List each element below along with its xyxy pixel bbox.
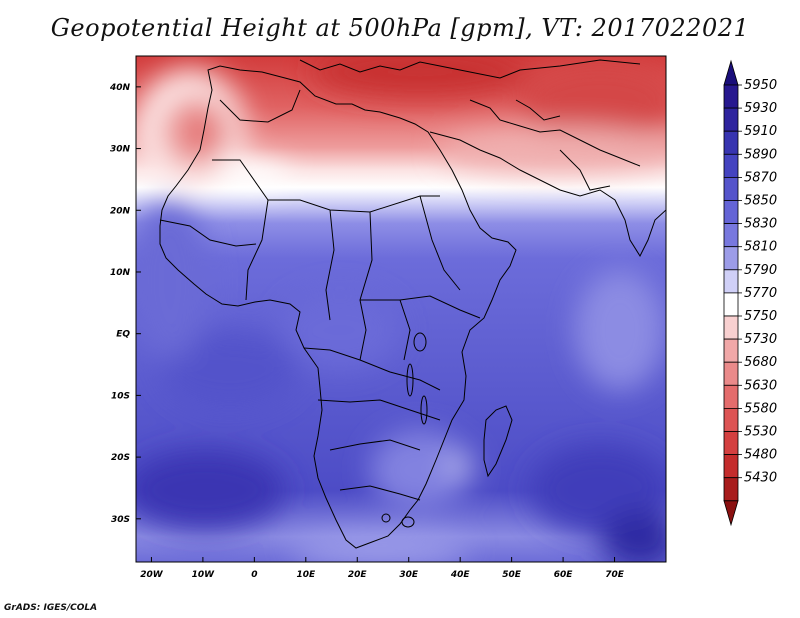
coastlines (159, 59, 666, 549)
colorbar-swatch-12 (723, 361, 739, 386)
lat-tick-label-6: 20S (111, 453, 130, 463)
lon-tick-label-7: 50E (502, 570, 522, 580)
colorbar-swatch-11 (723, 338, 739, 363)
colorbar-label-16: 5480 (744, 448, 777, 463)
colorbar-label-4: 5870 (744, 170, 777, 185)
lon-tick-label-4: 20E (348, 570, 368, 580)
colorbar-swatch-9 (723, 292, 739, 317)
colorbar-swatch-1 (723, 107, 739, 132)
colorbar-swatch-3 (723, 153, 739, 178)
colorbar-bottom-arrow (723, 500, 739, 527)
colorbar-swatch-7 (723, 246, 739, 271)
lon-tick-label-3: 10E (296, 570, 316, 580)
lon-tick-label-1: 10W (192, 570, 216, 580)
colorbar-swatch-4 (723, 176, 739, 201)
lat-tick-label-5: 10S (111, 391, 130, 401)
colorbar-label-3: 5890 (744, 147, 777, 162)
colorbar-swatch-13 (723, 384, 739, 409)
height-field (136, 56, 666, 562)
colorbar-label-1: 5930 (744, 101, 777, 116)
colorbar-label-5: 5850 (744, 194, 777, 209)
colorbar-swatch-8 (723, 269, 739, 294)
colorbar-label-10: 5750 (744, 309, 777, 324)
latitude-axis: 40N 30N 20N 10N EQ 10S 20S 30S (109, 83, 141, 525)
colorbar-swatch-6 (723, 223, 739, 248)
lat-tick-label-3: 10N (110, 268, 131, 278)
colorbar-label-12: 5680 (744, 355, 777, 370)
lon-tick-label-9: 70E (605, 570, 625, 580)
colorbar-swatch-16 (723, 454, 739, 479)
colorbar-top-arrow (723, 59, 739, 86)
colorbar-swatch-10 (723, 315, 739, 340)
colorbar-label-14: 5580 (744, 401, 777, 416)
colorbar-label-8: 5790 (744, 263, 777, 278)
grads-credit: GrADS: IGES/COLA (4, 603, 98, 613)
lat-tick-label-7: 30S (111, 515, 130, 525)
lon-tick-label-5: 30E (399, 570, 419, 580)
colorbar-label-2: 5910 (744, 124, 777, 139)
colorbar-swatch-5 (723, 200, 739, 225)
colorbar-swatch-15 (723, 431, 739, 456)
colorbar-label-0: 5950 (744, 78, 777, 93)
lon-tick-label-2: 0 (251, 570, 257, 580)
lat-tick-label-0: 40N (109, 83, 131, 93)
colorbar-label-7: 5810 (744, 240, 777, 255)
colorbar-swatch-2 (723, 130, 739, 155)
colorbar-swatch-14 (723, 407, 739, 432)
lat-tick-label-2: 20N (110, 206, 131, 216)
colorbar-swatch-17 (723, 477, 739, 502)
colorbar-label-17: 5430 (744, 471, 777, 486)
lon-tick-label-6: 40E (450, 570, 471, 580)
lat-tick-label-4: EQ (116, 330, 130, 340)
plot-frame (135, 55, 667, 563)
lat-tick-label-1: 30N (110, 145, 131, 155)
lon-tick-label-0: 20W (140, 570, 164, 580)
longitude-axis: 20W 10W 0 10E 20E 30E 40E 50E 60E 70E (140, 557, 625, 580)
colorbar-label-13: 5630 (744, 378, 777, 393)
colorbar-swatch-0 (723, 84, 739, 109)
colorbar-label-6: 5830 (744, 217, 777, 232)
map-title: Geopotential Height at 500hPa [gpm], VT:… (50, 14, 750, 42)
colorbar-label-11: 5730 (744, 332, 777, 347)
colorbar-label-15: 5530 (744, 425, 777, 440)
colorbar: 5950 5930 5910 5890 5870 5850 5830 5810 5790 5770… (723, 59, 777, 527)
lon-tick-label-8: 60E (554, 570, 574, 580)
colorbar-label-9: 5770 (744, 286, 777, 301)
